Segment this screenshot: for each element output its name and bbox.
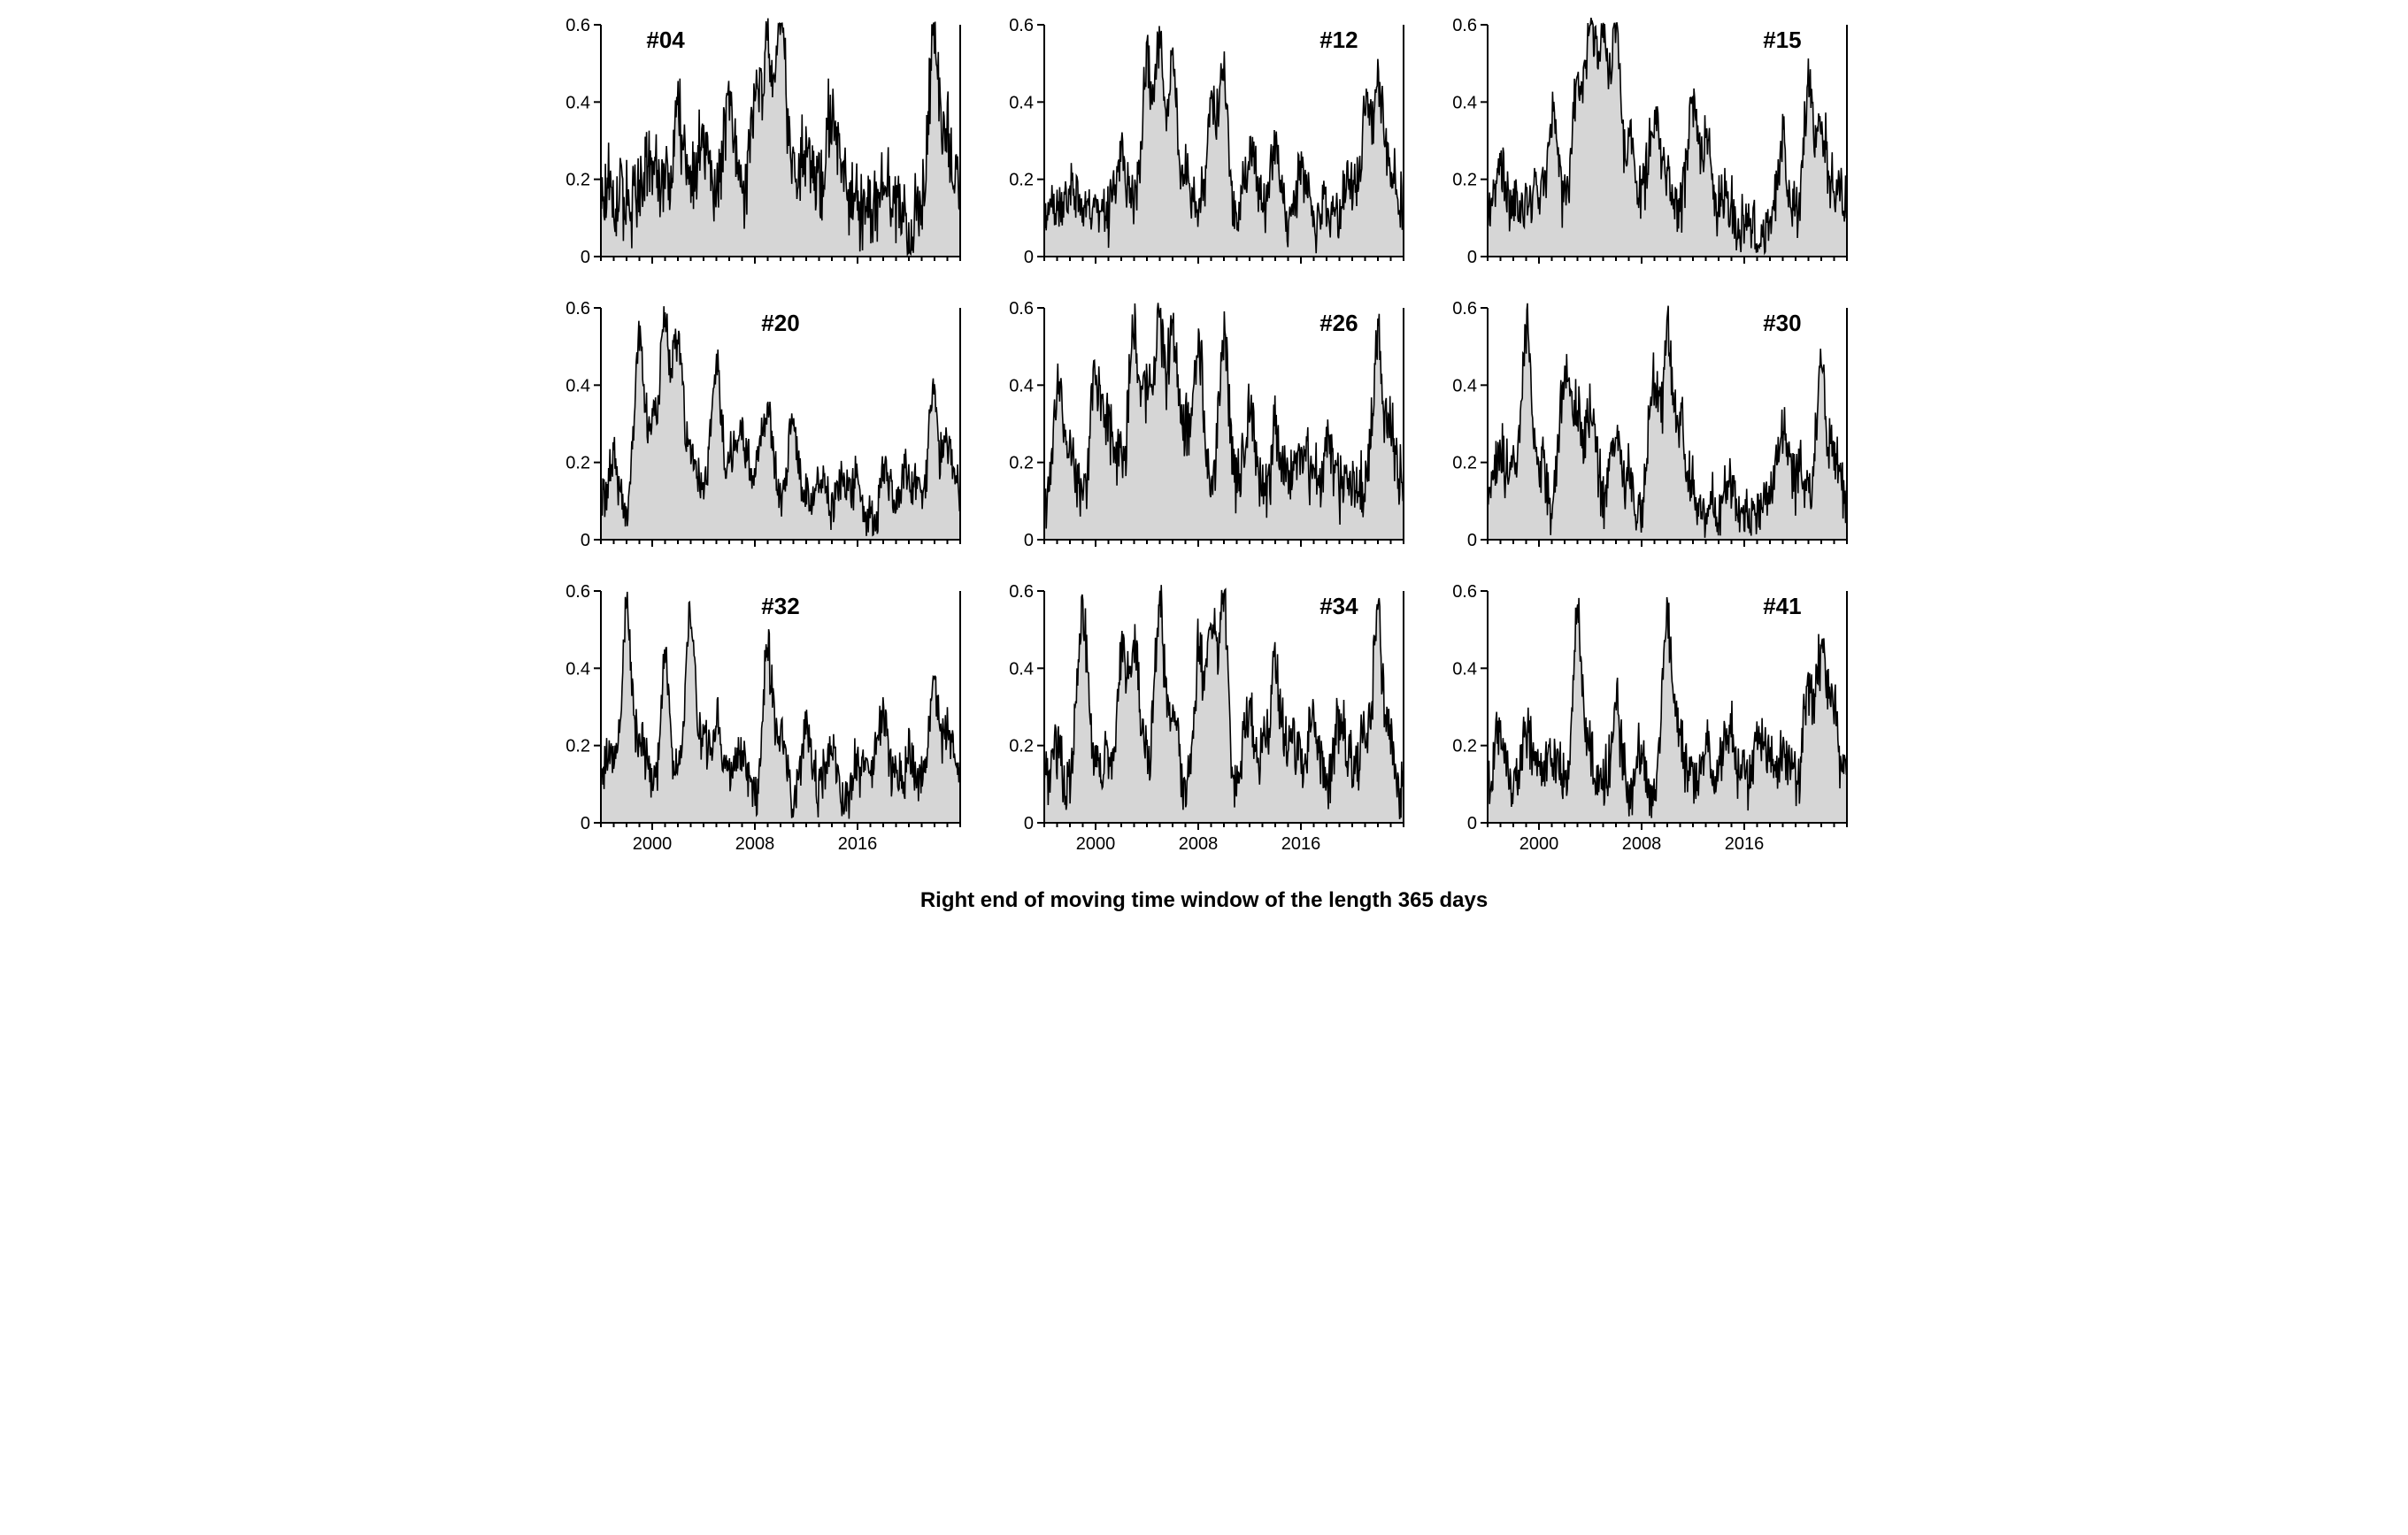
- panel-20: 0 0.2 0.4 0.6 #20: [550, 301, 966, 549]
- x-axis-label: Right end of moving time window of the l…: [550, 888, 1859, 913]
- panel-container-32: 0 0.2 0.4 0.6 2000 2008 2016 #32: [550, 584, 972, 863]
- svg-text:2000: 2000: [1519, 834, 1559, 854]
- svg-text:2008: 2008: [1179, 834, 1219, 854]
- panel-label: #15: [1763, 27, 1801, 53]
- svg-text:0.6: 0.6: [565, 18, 590, 35]
- svg-text:0: 0: [1024, 814, 1034, 833]
- panel-container-41: 0 0.2 0.4 0.6 2000 2008 2016 #41: [1436, 584, 1858, 863]
- panel-container-12: 0 0.2 0.4 0.6 #12: [993, 18, 1415, 297]
- svg-text:2008: 2008: [1622, 834, 1662, 854]
- panel-30: 0 0.2 0.4 0.6 #30: [1436, 301, 1852, 549]
- panel-26: 0 0.2 0.4 0.6 #26: [993, 301, 1409, 549]
- panel-label: #12: [1319, 27, 1358, 53]
- svg-text:2016: 2016: [1725, 834, 1765, 854]
- svg-text:0.2: 0.2: [1009, 737, 1034, 756]
- svg-text:0: 0: [1467, 814, 1477, 833]
- panel-container-15: 0 0.2 0.4 0.6 #15: [1436, 18, 1858, 297]
- svg-text:0.6: 0.6: [565, 301, 590, 319]
- panel-container-26: 0 0.2 0.4 0.6 #26: [993, 301, 1415, 580]
- svg-text:0.6: 0.6: [1009, 584, 1034, 602]
- panel-container-34: 0 0.2 0.4 0.6 2000 2008 2016 #34: [993, 584, 1415, 863]
- svg-text:0.6: 0.6: [1452, 301, 1477, 319]
- svg-text:0.2: 0.2: [1009, 171, 1034, 190]
- svg-text:0: 0: [1024, 248, 1034, 265]
- svg-text:0.2: 0.2: [1452, 454, 1477, 473]
- svg-text:0.6: 0.6: [1452, 18, 1477, 35]
- panel-label: #26: [1319, 310, 1358, 336]
- panel-12: 0 0.2 0.4 0.6 #12: [993, 18, 1409, 265]
- svg-text:0: 0: [580, 814, 589, 833]
- svg-text:0.4: 0.4: [565, 376, 590, 395]
- svg-text:0.4: 0.4: [1452, 93, 1477, 112]
- svg-text:0.4: 0.4: [1452, 376, 1477, 395]
- svg-text:0: 0: [1467, 531, 1477, 549]
- svg-text:0.4: 0.4: [1009, 376, 1034, 395]
- svg-text:0.2: 0.2: [565, 171, 590, 190]
- panel-41: 0 0.2 0.4 0.6 2000 2008 2016 #41: [1436, 584, 1852, 863]
- panel-label: #41: [1763, 593, 1801, 619]
- svg-text:0.6: 0.6: [1009, 301, 1034, 319]
- svg-text:0: 0: [580, 248, 589, 265]
- svg-text:0.4: 0.4: [1452, 659, 1477, 679]
- svg-text:0: 0: [1024, 531, 1034, 549]
- svg-text:2000: 2000: [632, 834, 672, 854]
- panel-34: 0 0.2 0.4 0.6 2000 2008 2016 #34: [993, 584, 1409, 863]
- svg-text:0: 0: [580, 531, 589, 549]
- svg-text:0.4: 0.4: [1009, 93, 1034, 112]
- panel-container-30: 0 0.2 0.4 0.6 #30: [1436, 301, 1858, 580]
- svg-text:0.2: 0.2: [1452, 171, 1477, 190]
- panel-container-20: 0 0.2 0.4 0.6 #20: [550, 301, 972, 580]
- panel-32: 0 0.2 0.4 0.6 2000 2008 2016 #32: [550, 584, 966, 863]
- panel-label: #34: [1319, 593, 1358, 619]
- svg-text:2016: 2016: [1281, 834, 1321, 854]
- svg-text:0.2: 0.2: [1009, 454, 1034, 473]
- panel-label: #04: [646, 27, 685, 53]
- svg-text:0.4: 0.4: [565, 659, 590, 679]
- svg-text:0: 0: [1467, 248, 1477, 265]
- svg-text:0.2: 0.2: [1452, 737, 1477, 756]
- panel-15: 0 0.2 0.4 0.6 #15: [1436, 18, 1852, 265]
- panel-label: #32: [761, 593, 799, 619]
- svg-text:0.2: 0.2: [565, 737, 590, 756]
- svg-text:0.4: 0.4: [565, 93, 590, 112]
- panel-container-04: 0 0.2 0.4 0.6 #04: [550, 18, 972, 297]
- panel-label: #20: [761, 310, 799, 336]
- svg-text:2000: 2000: [1076, 834, 1116, 854]
- svg-text:0.6: 0.6: [1009, 18, 1034, 35]
- figure: 0 0.2 0.4 0.6 #04 0 0.2 0.4 0.6 #12 0 0.2 0.4 0.6…: [550, 18, 1859, 913]
- svg-text:2016: 2016: [837, 834, 877, 854]
- svg-text:0.6: 0.6: [565, 584, 590, 602]
- panel-grid: 0 0.2 0.4 0.6 #04 0 0.2 0.4 0.6 #12 0 0.2 0.4 0.6…: [550, 18, 1859, 863]
- panel-04: 0 0.2 0.4 0.6 #04: [550, 18, 966, 265]
- svg-text:0.4: 0.4: [1009, 659, 1034, 679]
- svg-text:0.2: 0.2: [565, 454, 590, 473]
- panel-label: #30: [1763, 310, 1801, 336]
- svg-text:0.6: 0.6: [1452, 584, 1477, 602]
- svg-text:2008: 2008: [735, 834, 774, 854]
